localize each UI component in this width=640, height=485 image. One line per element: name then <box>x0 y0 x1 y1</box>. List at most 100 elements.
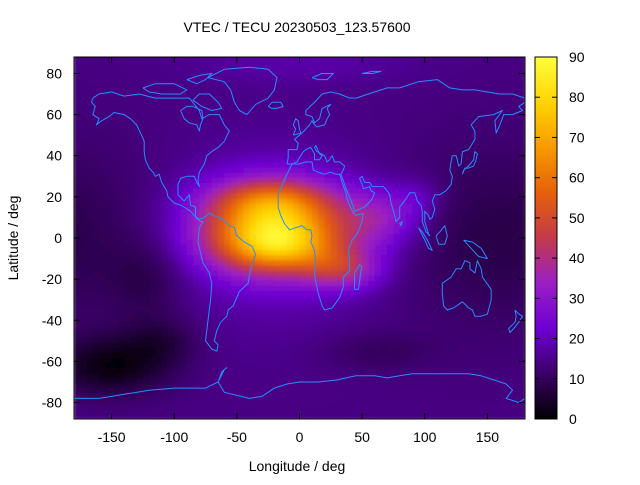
heatmap-cell <box>437 177 444 183</box>
heatmap-cell <box>381 378 388 384</box>
heatmap-cell <box>243 182 250 188</box>
heatmap-cell <box>362 280 369 286</box>
heatmap-cell <box>387 95 394 101</box>
heatmap-cell <box>412 368 419 374</box>
heatmap-cell <box>206 177 213 183</box>
heatmap-cell <box>306 357 313 363</box>
heatmap-cell <box>149 311 156 317</box>
heatmap-cell <box>256 162 263 168</box>
heatmap-cell <box>268 110 275 116</box>
heatmap-cell <box>475 182 482 188</box>
heatmap-cell <box>281 244 288 250</box>
heatmap-cell <box>437 393 444 399</box>
heatmap-cell <box>356 146 363 152</box>
heatmap-cell <box>381 172 388 178</box>
heatmap-cell <box>300 188 307 194</box>
heatmap-cell <box>356 116 363 122</box>
heatmap-cell <box>362 378 369 384</box>
heatmap-cell <box>218 326 225 332</box>
heatmap-cell <box>237 270 244 276</box>
heatmap-cell <box>206 316 213 322</box>
heatmap-cell <box>262 188 269 194</box>
heatmap-cell <box>174 352 181 358</box>
heatmap-cell <box>462 337 469 343</box>
heatmap-cell <box>99 157 106 163</box>
heatmap-cell <box>419 383 426 389</box>
heatmap-cell <box>168 213 175 219</box>
heatmap-cell <box>118 337 125 343</box>
heatmap-cell <box>462 234 469 240</box>
heatmap-cell <box>281 326 288 332</box>
heatmap-cell <box>180 100 187 106</box>
heatmap-cell <box>137 275 144 281</box>
heatmap-cell <box>500 85 507 91</box>
heatmap-cell <box>419 280 426 286</box>
heatmap-cell <box>193 260 200 266</box>
heatmap-cell <box>419 188 426 194</box>
heatmap-cell <box>262 198 269 204</box>
heatmap-cell <box>387 131 394 137</box>
heatmap-cell <box>487 368 494 374</box>
heatmap-cell <box>512 337 519 343</box>
heatmap-cell <box>268 306 275 312</box>
heatmap-cell <box>130 316 137 322</box>
heatmap-cell <box>112 368 119 374</box>
heatmap-cell <box>387 347 394 353</box>
heatmap-cell <box>494 301 501 307</box>
heatmap-cell <box>118 198 125 204</box>
heatmap-cell <box>256 404 263 410</box>
heatmap-cell <box>431 260 438 266</box>
heatmap-cell <box>487 393 494 399</box>
heatmap-cell <box>406 362 413 368</box>
heatmap-cell <box>212 388 219 394</box>
heatmap-cell <box>112 301 119 307</box>
heatmap-cell <box>325 218 332 224</box>
heatmap-cell <box>293 404 300 410</box>
heatmap-cell <box>256 188 263 194</box>
heatmap-cell <box>174 280 181 286</box>
heatmap-cell <box>256 388 263 394</box>
heatmap-cell <box>187 368 194 374</box>
heatmap-cell <box>293 239 300 245</box>
heatmap-cell <box>174 326 181 332</box>
heatmap-cell <box>437 409 444 415</box>
heatmap-cell <box>356 100 363 106</box>
heatmap-cell <box>149 69 156 75</box>
heatmap-cell <box>281 368 288 374</box>
heatmap-cell <box>118 388 125 394</box>
heatmap-cell <box>212 285 219 291</box>
heatmap-cell <box>249 146 256 152</box>
heatmap-cell <box>337 95 344 101</box>
heatmap-cell <box>118 121 125 127</box>
heatmap-cell <box>356 388 363 394</box>
heatmap-cell <box>262 352 269 358</box>
heatmap-cell <box>406 218 413 224</box>
heatmap-cell <box>112 296 119 302</box>
heatmap-cell <box>162 362 169 368</box>
heatmap-cell <box>393 121 400 127</box>
heatmap-cell <box>337 188 344 194</box>
heatmap-cell <box>343 141 350 147</box>
heatmap-cell <box>231 80 238 86</box>
heatmap-cell <box>281 352 288 358</box>
heatmap-cell <box>469 393 476 399</box>
heatmap-cell <box>350 368 357 374</box>
heatmap-cell <box>300 167 307 173</box>
heatmap-cell <box>462 321 469 327</box>
heatmap-cell <box>193 64 200 70</box>
heatmap-cell <box>93 80 100 86</box>
heatmap-cell <box>494 285 501 291</box>
heatmap-cell <box>87 177 94 183</box>
heatmap-cell <box>444 249 451 255</box>
heatmap-cell <box>481 218 488 224</box>
heatmap-cell <box>462 398 469 404</box>
heatmap-cell <box>331 280 338 286</box>
heatmap-cell <box>137 59 144 65</box>
heatmap-cell <box>293 285 300 291</box>
heatmap-cell <box>381 141 388 147</box>
heatmap-cell <box>262 301 269 307</box>
heatmap-cell <box>274 141 281 147</box>
heatmap-cell <box>112 357 119 363</box>
heatmap-cell <box>74 59 81 65</box>
heatmap-cell <box>130 116 137 122</box>
